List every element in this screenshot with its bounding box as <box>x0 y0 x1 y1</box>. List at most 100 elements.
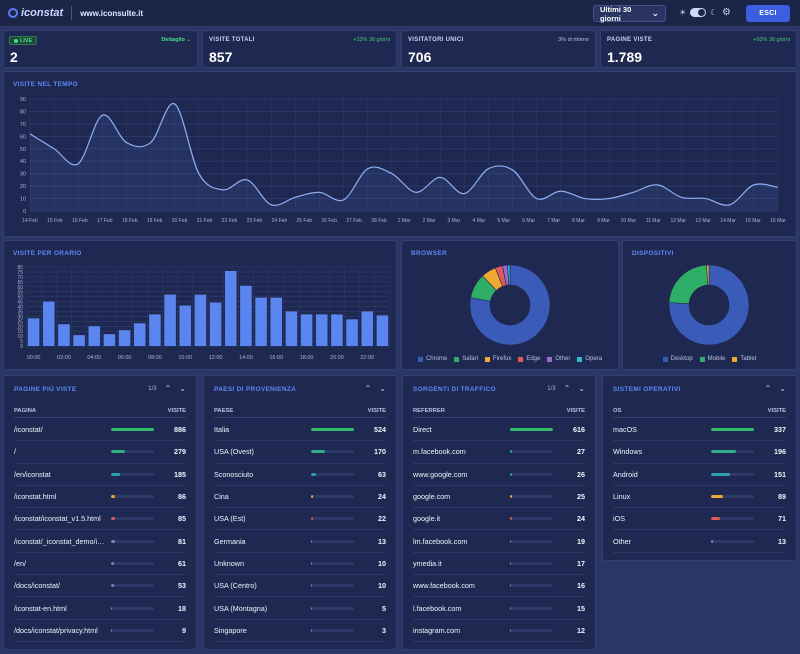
x-tick-label: 17 Feb <box>97 218 113 224</box>
table-row[interactable]: google.com 25 <box>413 486 585 509</box>
row-label: /docs/iconstat/ <box>14 581 60 591</box>
x-tick-label: 9 Mar <box>597 218 610 224</box>
legend-item[interactable]: Mobile <box>699 356 726 362</box>
row-value: 17 <box>577 558 585 568</box>
table-row[interactable]: Cina 24 <box>214 486 386 509</box>
table-row[interactable]: l.facebook.com 15 <box>413 597 585 620</box>
table-row[interactable]: USA (Centro) 10 <box>214 575 386 598</box>
period-select[interactable]: Ultimi 30 giorni ⌄ <box>593 5 666 23</box>
legend-item[interactable]: Desktop <box>662 356 693 362</box>
row-label: Germania <box>214 536 246 546</box>
logout-button[interactable]: ESCI <box>746 5 790 22</box>
table-controls: ⌃ ⌄ <box>365 384 386 393</box>
kpi-note: +33% 30 giorni <box>353 37 390 43</box>
row-value: 886 <box>174 425 186 435</box>
gear-icon[interactable]: ⚙ <box>722 7 731 18</box>
table-row[interactable]: Singapore 3 <box>214 620 386 642</box>
row-label: ymedia.it <box>413 558 442 568</box>
table-row[interactable]: USA (Est) 22 <box>214 508 386 531</box>
bar <box>300 314 313 346</box>
row-label: google.com <box>413 492 451 502</box>
table-row[interactable]: google.it 24 <box>413 508 585 531</box>
table-header: PAGINA VISITE <box>14 404 186 418</box>
x-tick-label: 22:00 <box>360 355 374 361</box>
table-row[interactable]: /docs/iconstat/privacy.html 9 <box>14 620 186 642</box>
table-row[interactable]: /iconstat/iconstat_v1.5.html 85 <box>14 508 186 531</box>
table-countries: PAESI DI PROVENIENZA ⌃ ⌄ PAESE VISITE Ital… <box>203 375 397 650</box>
row-bar-fill <box>111 450 125 454</box>
table-row[interactable]: / 279 <box>14 441 186 464</box>
table-row[interactable]: Other 13 <box>613 530 786 553</box>
row-value: 18 <box>178 603 186 613</box>
table-row[interactable]: ymedia.it 17 <box>413 553 585 576</box>
table-row[interactable]: macOS 337 <box>613 419 786 442</box>
table-row[interactable]: Sconosciuto 63 <box>214 464 386 486</box>
chevron-up-icon[interactable]: ⌃ <box>364 384 372 393</box>
table-row[interactable]: /docs/iconstat/53 <box>14 575 186 598</box>
x-tick-label: 20:00 <box>330 355 344 361</box>
col-header: OS <box>613 407 622 414</box>
y-tick-label: 70 <box>20 122 26 128</box>
detail-link[interactable]: Dettaglio ⌄ <box>161 37 191 43</box>
row-label: USA (Ovest) <box>214 447 254 457</box>
table-row[interactable]: /iconstat/_iconstat_demo/ico... 81 <box>14 530 186 553</box>
col-header: PAGINA <box>14 407 37 414</box>
row-bar <box>311 539 354 543</box>
chevron-up-icon[interactable]: ⌃ <box>764 384 772 393</box>
chevron-down-icon[interactable]: ⌄ <box>779 384 786 393</box>
chevron-up-icon[interactable]: ⌃ <box>164 384 172 393</box>
legend-item[interactable]: Edge <box>518 356 540 362</box>
legend-label: Chrome <box>425 356 448 362</box>
x-tick-label: 5 Mar <box>497 218 510 224</box>
y-tick-label: 30 <box>17 314 23 320</box>
legend-item[interactable]: Opera <box>577 356 602 362</box>
x-tick-label: 08:00 <box>148 355 162 361</box>
legend-label: Safari <box>462 356 478 362</box>
table-row[interactable]: /iconstat.html 86 <box>14 486 186 509</box>
table-row[interactable]: Italia 524 <box>214 419 386 442</box>
legend-label: Other <box>555 356 571 362</box>
table-row[interactable]: USA (Montagna) 5 <box>214 597 386 620</box>
logo[interactable]: iconstat <box>8 7 63 19</box>
row-bar-fill <box>111 561 114 565</box>
table-row[interactable]: instagram.com 12 <box>413 620 585 642</box>
chevron-down-icon[interactable]: ⌄ <box>379 384 386 393</box>
table-row[interactable]: m.facebook.com 27 <box>413 441 585 464</box>
legend-item[interactable]: Other <box>547 356 570 362</box>
legend-item[interactable]: Tablet <box>732 356 756 362</box>
legend-item[interactable]: Firefox <box>484 356 511 362</box>
row-bar <box>311 584 354 588</box>
row-bar-fill <box>510 539 512 543</box>
x-tick-label: 18:00 <box>300 355 314 361</box>
row-bar <box>311 561 354 565</box>
table-row[interactable]: /iconstat-en.html 18 <box>14 597 186 620</box>
pie-slice <box>507 264 511 286</box>
row-label: Android <box>613 469 638 479</box>
table-row[interactable]: Direct 616 <box>413 419 585 442</box>
table-row[interactable]: lm.facebook.com 19 <box>413 530 585 553</box>
legend-label: Mobile <box>707 356 726 362</box>
chevron-down-icon[interactable]: ⌄ <box>179 384 186 393</box>
table-row[interactable]: Unknown 10 <box>214 553 386 576</box>
row-value: 85 <box>178 514 186 524</box>
table-row[interactable]: Linux 89 <box>613 486 786 509</box>
row-bar-fill <box>510 561 512 565</box>
theme-toggle[interactable] <box>690 8 707 17</box>
legend-item[interactable]: Safari <box>454 356 478 362</box>
table-row[interactable]: /en/61 <box>14 553 186 576</box>
table-row[interactable]: Android 151 <box>613 464 786 486</box>
table-row[interactable]: Windows 196 <box>613 441 786 464</box>
table-row[interactable]: Germania 13 <box>214 530 386 553</box>
legend-item[interactable]: Chrome <box>417 356 448 362</box>
table-row[interactable]: /iconstat/886 <box>14 419 186 442</box>
theme-switch[interactable]: ☀ ☾ <box>679 8 717 17</box>
table-row[interactable]: www.facebook.com 16 <box>413 575 585 598</box>
table-row[interactable]: iOS 71 <box>613 508 786 531</box>
chevron-up-icon[interactable]: ⌃ <box>563 384 571 393</box>
row-value: 170 <box>374 447 386 457</box>
table-row[interactable]: /en/iconstat 185 <box>14 464 186 486</box>
table-row[interactable]: USA (Ovest) 170 <box>214 441 386 464</box>
chevron-down-icon[interactable]: ⌄ <box>578 384 585 393</box>
table-row[interactable]: www.google.com 26 <box>413 464 585 486</box>
